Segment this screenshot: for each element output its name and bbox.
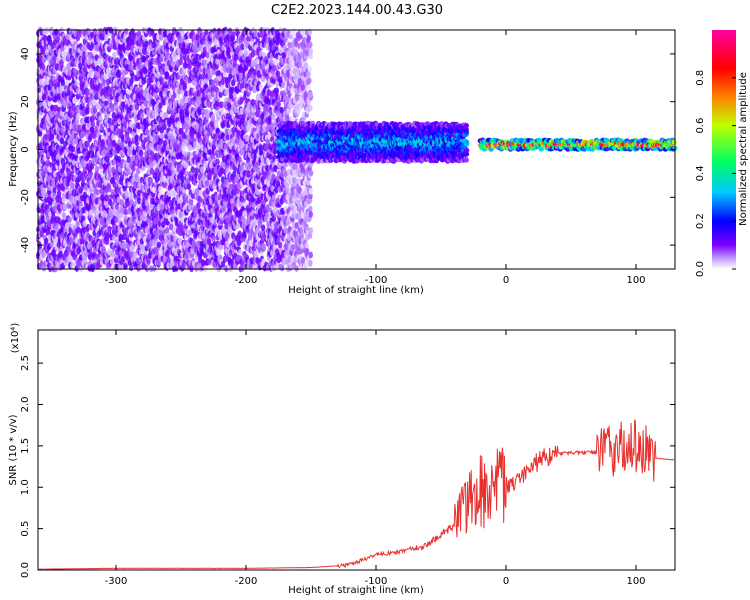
spectrogram-cell <box>231 31 236 38</box>
spectrogram-cell <box>104 34 109 42</box>
spectrogram-cell <box>62 203 68 211</box>
spectrogram-cell <box>148 177 154 185</box>
spectrogram-cell <box>165 226 170 234</box>
spectrogram-cell <box>44 27 50 34</box>
spectrogram-cell <box>136 30 142 38</box>
spectrogram-cell <box>159 188 164 196</box>
spectrogram-cell <box>61 212 67 220</box>
spectrogram-cell <box>60 126 65 133</box>
spectrogram-cell <box>82 255 88 263</box>
spectrogram-cell <box>196 201 201 209</box>
spectrogram-marks <box>35 26 678 273</box>
spectrogram-cell <box>139 149 144 157</box>
spectrogram-cell <box>124 28 129 35</box>
spectrogram-cell <box>37 130 43 137</box>
spectrogram-cell <box>60 45 65 53</box>
spectrogram-cell <box>186 183 192 191</box>
spectrogram-cell <box>95 188 100 196</box>
spectrogram-cell <box>105 238 110 246</box>
spectrogram-cell <box>200 166 205 174</box>
spectrogram-cell <box>111 133 116 141</box>
spectrogram-cell <box>75 220 80 228</box>
figure-title: C2E2.2023.144.00.43.G30 <box>271 3 443 18</box>
spectrogram-cell <box>89 163 95 171</box>
spectrogram-cell <box>44 237 49 245</box>
spectrogram-cell <box>91 114 96 122</box>
spectrogram-cell <box>112 51 117 59</box>
spectrogram-cell <box>70 145 76 153</box>
spectrogram-cell <box>89 209 94 216</box>
spectrogram-cell <box>60 79 66 87</box>
spectrogram-cell <box>143 67 148 75</box>
spectrogram-cell <box>85 140 90 148</box>
spectrogram-cell <box>112 234 117 242</box>
spectrogram-cell <box>75 92 81 100</box>
spectrogram-cell <box>75 113 80 121</box>
spectrogram-cell <box>69 195 74 203</box>
spectrogram-cell <box>76 226 81 234</box>
spectrogram-cell <box>97 38 102 46</box>
spectrogram-cell <box>90 120 96 128</box>
spectrogram-cell <box>37 113 43 121</box>
spectrogram-cell <box>56 190 62 198</box>
spectrogram-cell <box>81 72 86 80</box>
spectrogram-cell <box>112 181 117 189</box>
spectrogram-cell <box>81 215 86 223</box>
spectrogram-cell <box>238 249 243 256</box>
spectrogram-cell <box>97 57 102 65</box>
spectrogram-cell <box>50 132 55 140</box>
spectrogram-cell <box>210 113 216 121</box>
spectrogram-cell <box>54 225 60 233</box>
spectrogram-cell <box>67 216 72 224</box>
spectrogram-cell <box>94 165 100 173</box>
spectrogram-cell <box>114 216 119 224</box>
spectrogram-cell <box>53 149 58 157</box>
spectrogram-cell <box>59 137 65 145</box>
spectrogram-cell <box>92 99 97 106</box>
spectrogram-cell <box>103 73 108 80</box>
spectrogram-cell <box>107 185 112 193</box>
spectrogram-cell <box>42 188 47 196</box>
spectrogram-cell <box>82 220 87 228</box>
spectrogram-cell <box>110 251 115 258</box>
spectrogram-cell <box>80 131 85 139</box>
spectrogram-cell <box>144 40 149 48</box>
spectrogram-cell <box>41 63 46 71</box>
spectrogram-cell <box>47 100 52 107</box>
spectrogram-cell <box>101 246 107 254</box>
spectrogram-cell <box>69 255 74 263</box>
spectrogram-cell <box>129 264 134 272</box>
spectrogram-cell <box>49 241 54 248</box>
spectrogram-cell <box>51 180 56 188</box>
spectrogram-cell <box>58 250 63 258</box>
spectrogram-cell <box>88 132 93 140</box>
spectrogram-cell <box>62 100 68 107</box>
